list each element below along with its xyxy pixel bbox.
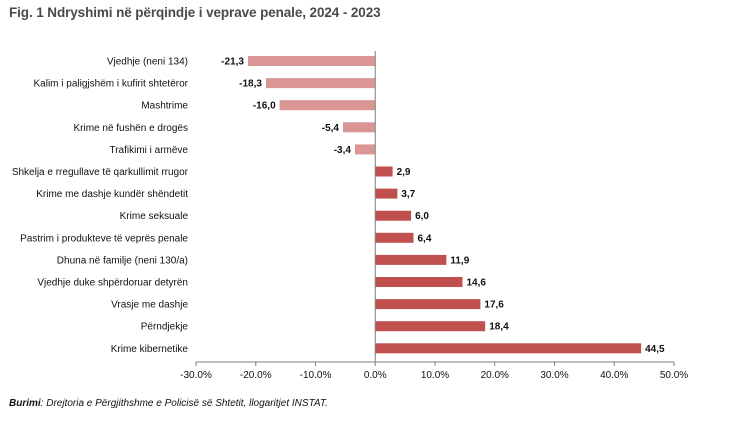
bar [247, 56, 376, 66]
data-label: 6,0 [415, 211, 429, 222]
category-label: Dhuna në familje (neni 130/a) [57, 255, 188, 266]
data-label: -16,0 [253, 101, 276, 112]
category-label: Krime seksuale [120, 211, 189, 222]
bar [375, 188, 398, 199]
category-label: Vjedhje duke shpërdoruar detyrën [37, 278, 188, 289]
bar [375, 299, 481, 310]
x-tick-label: 0.0% [364, 370, 387, 381]
category-label: Shkelja e rregullave të qarkullimit rrug… [12, 167, 189, 178]
data-label: 18,4 [489, 322, 509, 333]
source-label: Burimi [9, 398, 41, 409]
category-label: Krime në fushën e drogës [73, 123, 188, 134]
data-label: -3,4 [334, 145, 352, 156]
data-label: 44,5 [645, 344, 665, 355]
bar [375, 254, 447, 265]
data-label: 2,9 [397, 167, 411, 178]
data-label: 3,7 [401, 189, 415, 200]
bar [375, 232, 414, 243]
chart-title: Fig. 1 Ndryshimi në përqindje i veprave … [9, 5, 381, 20]
x-tick-label: -10.0% [300, 370, 332, 381]
category-label: Vjedhje (neni 134) [107, 57, 188, 68]
category-label: Vrasje me dashje [111, 300, 188, 311]
data-label: 11,9 [450, 255, 469, 266]
bar [375, 343, 642, 354]
bar [375, 277, 463, 287]
category-label: Pastrim i produkteve të veprës penale [20, 233, 188, 244]
bar [375, 321, 486, 332]
category-label: Kalim i paligjshëm i kufirit shtetëror [34, 79, 189, 90]
bars [247, 56, 642, 354]
x-tick-label: -30.0% [180, 370, 212, 381]
category-label: Përndjekje [141, 322, 189, 333]
value-labels: -21,3 -18,3 -16,0 -5,4 -3,4 2,9 3,76,0 6,4 11,9 1… [221, 57, 665, 355]
data-label: -21,3 [221, 57, 244, 68]
bar [265, 78, 376, 89]
data-label: 6,4 [417, 233, 431, 244]
data-label: 14,6 [466, 278, 486, 289]
data-label: 17,6 [484, 300, 504, 311]
source-note: Burimi: Drejtoria e Përgjithshme e Polic… [9, 398, 328, 409]
category-label: Mashtrime [141, 101, 188, 112]
x-axis: -30.0% -20.0% -10.0% 0.0% 10.0% 20.0% 30.0% 40.… [180, 51, 688, 381]
source-text: : Drejtoria e Përgjithshme e Policisë së… [40, 398, 328, 409]
data-label: -5,4 [322, 123, 340, 134]
category-label: Krime kibernetike [111, 344, 189, 355]
x-tick-label: 20.0% [481, 370, 509, 381]
bar [342, 122, 376, 133]
bar [375, 166, 393, 177]
x-tick-label: 40.0% [600, 370, 628, 381]
x-tick-label: -20.0% [240, 370, 272, 381]
category-label: Trafikimi i armëve [109, 145, 188, 156]
data-label: -18,3 [239, 79, 262, 90]
bar [279, 100, 376, 111]
x-tick-label: 10.0% [421, 370, 449, 381]
x-tick-label: 30.0% [540, 370, 568, 381]
category-labels: Vjedhje (neni 134) Kalim i paligjshëm i k… [12, 57, 189, 355]
category-label: Krime me dashje kundër shëndetit [36, 189, 188, 200]
bar [354, 144, 376, 155]
x-tick-label: 50.0% [660, 370, 688, 381]
bar [375, 210, 412, 221]
